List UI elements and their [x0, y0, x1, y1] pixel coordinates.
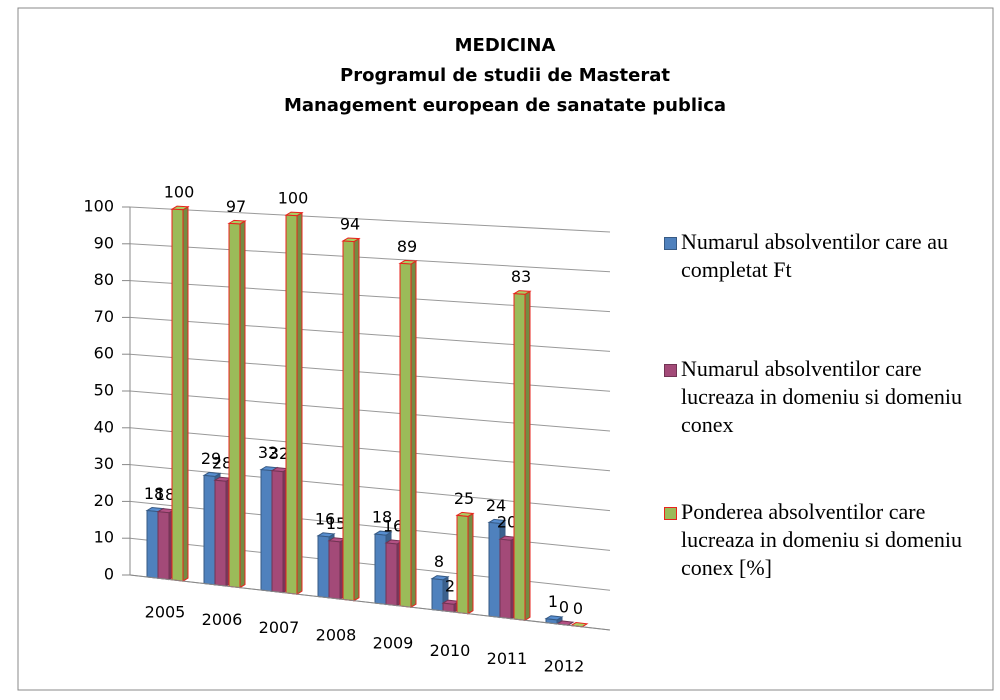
- legend-label: Numarul absolventilor care lucreaza in d…: [681, 356, 963, 437]
- bar: [227, 219, 247, 589]
- bar: [341, 237, 361, 602]
- bar-side: [239, 220, 246, 589]
- bar-front: [513, 293, 526, 621]
- y-tick-label: 100: [83, 197, 114, 216]
- bar-front: [385, 542, 398, 607]
- data-label: 29: [201, 449, 221, 468]
- data-label: 18: [155, 485, 175, 504]
- bar-front: [342, 240, 355, 602]
- bar-front: [260, 469, 273, 592]
- chart-title: Programul de studii de Masterat: [340, 65, 670, 86]
- data-label: 28: [212, 454, 232, 473]
- y-tick-label: 10: [94, 528, 114, 547]
- bar-front: [499, 538, 512, 620]
- legend-item: Numarul absolventilor care lucreaza in d…: [664, 355, 994, 439]
- data-label: 2: [445, 577, 455, 596]
- bar-front: [399, 262, 412, 608]
- legend-swatch: [664, 364, 677, 377]
- chart-title: Management european de sanatate publica: [284, 95, 726, 116]
- x-tick-label: 2005: [145, 603, 186, 622]
- data-label: 15: [326, 514, 346, 533]
- bar-front: [146, 509, 159, 579]
- bar-side: [467, 512, 474, 615]
- data-label: 97: [226, 197, 246, 216]
- data-label: 100: [278, 189, 309, 208]
- bar-front: [317, 535, 330, 599]
- data-label: 32: [258, 443, 278, 462]
- bar-front: [285, 214, 298, 595]
- y-tick-label: 70: [94, 307, 114, 326]
- x-tick-label: 2008: [316, 626, 357, 645]
- data-label: 0: [573, 599, 583, 618]
- x-tick-label: 2011: [487, 649, 528, 668]
- data-label: 100: [164, 183, 195, 202]
- chart-title: MEDICINA: [455, 35, 556, 56]
- x-tick-label: 2007: [259, 618, 300, 637]
- data-label: 8: [434, 552, 444, 571]
- data-label: 16: [383, 516, 403, 535]
- bar-front: [203, 474, 216, 586]
- bar-front: [328, 540, 341, 600]
- legend-label: Numarul absolventilor care au completat …: [681, 229, 948, 282]
- bar-front: [214, 479, 227, 587]
- x-tick-label: 2009: [373, 633, 414, 652]
- data-label: 18: [372, 508, 392, 527]
- bar-front: [456, 514, 469, 615]
- bar-side: [296, 211, 303, 596]
- data-label: 18: [144, 484, 164, 503]
- legend-item: Numarul absolventilor care au completat …: [664, 228, 994, 284]
- bar-front: [431, 578, 444, 612]
- bar: [512, 290, 532, 622]
- data-label: 83: [511, 267, 531, 286]
- bar-front: [488, 521, 501, 618]
- legend-item: Ponderea absolventilor care lucreaza in …: [664, 498, 994, 582]
- data-label: 20: [497, 513, 517, 532]
- x-tick-label: 2010: [430, 641, 471, 660]
- y-tick-label: 60: [94, 344, 114, 363]
- data-label: 25: [454, 489, 474, 508]
- y-tick-label: 20: [94, 491, 114, 510]
- y-tick-label: 30: [94, 454, 114, 473]
- data-label: 32: [269, 444, 289, 463]
- data-label: 94: [340, 214, 360, 233]
- y-tick-label: 40: [94, 417, 114, 436]
- y-tick-label: 90: [94, 233, 114, 252]
- bar-side: [353, 237, 360, 602]
- bar: [398, 259, 418, 609]
- bar-front: [171, 208, 184, 582]
- bar: [284, 211, 304, 596]
- data-label: 0: [559, 597, 569, 616]
- bar-front: [228, 222, 241, 589]
- bar: [170, 205, 190, 582]
- bar-side: [524, 290, 531, 622]
- bar: [455, 511, 475, 615]
- grid-line: [129, 206, 611, 233]
- data-label: 24: [486, 496, 506, 515]
- bar-side: [410, 260, 417, 609]
- x-tick-label: 2012: [544, 657, 585, 676]
- data-label: 1: [548, 592, 558, 611]
- x-tick-label: 2006: [202, 610, 243, 629]
- y-tick-label: 0: [104, 565, 114, 584]
- data-label: 89: [397, 237, 417, 256]
- y-tick-label: 80: [94, 270, 114, 289]
- bar-front: [271, 470, 284, 594]
- y-tick-label: 50: [94, 381, 114, 400]
- bar-front: [374, 533, 387, 605]
- grid-line: [129, 243, 611, 273]
- legend-swatch: [664, 507, 677, 520]
- bar-side: [182, 205, 189, 582]
- legend-label: Ponderea absolventilor care lucreaza in …: [681, 499, 963, 580]
- bar-front: [157, 511, 170, 581]
- floor-line: [129, 574, 611, 631]
- data-label: 16: [315, 509, 335, 528]
- legend-swatch: [664, 237, 677, 250]
